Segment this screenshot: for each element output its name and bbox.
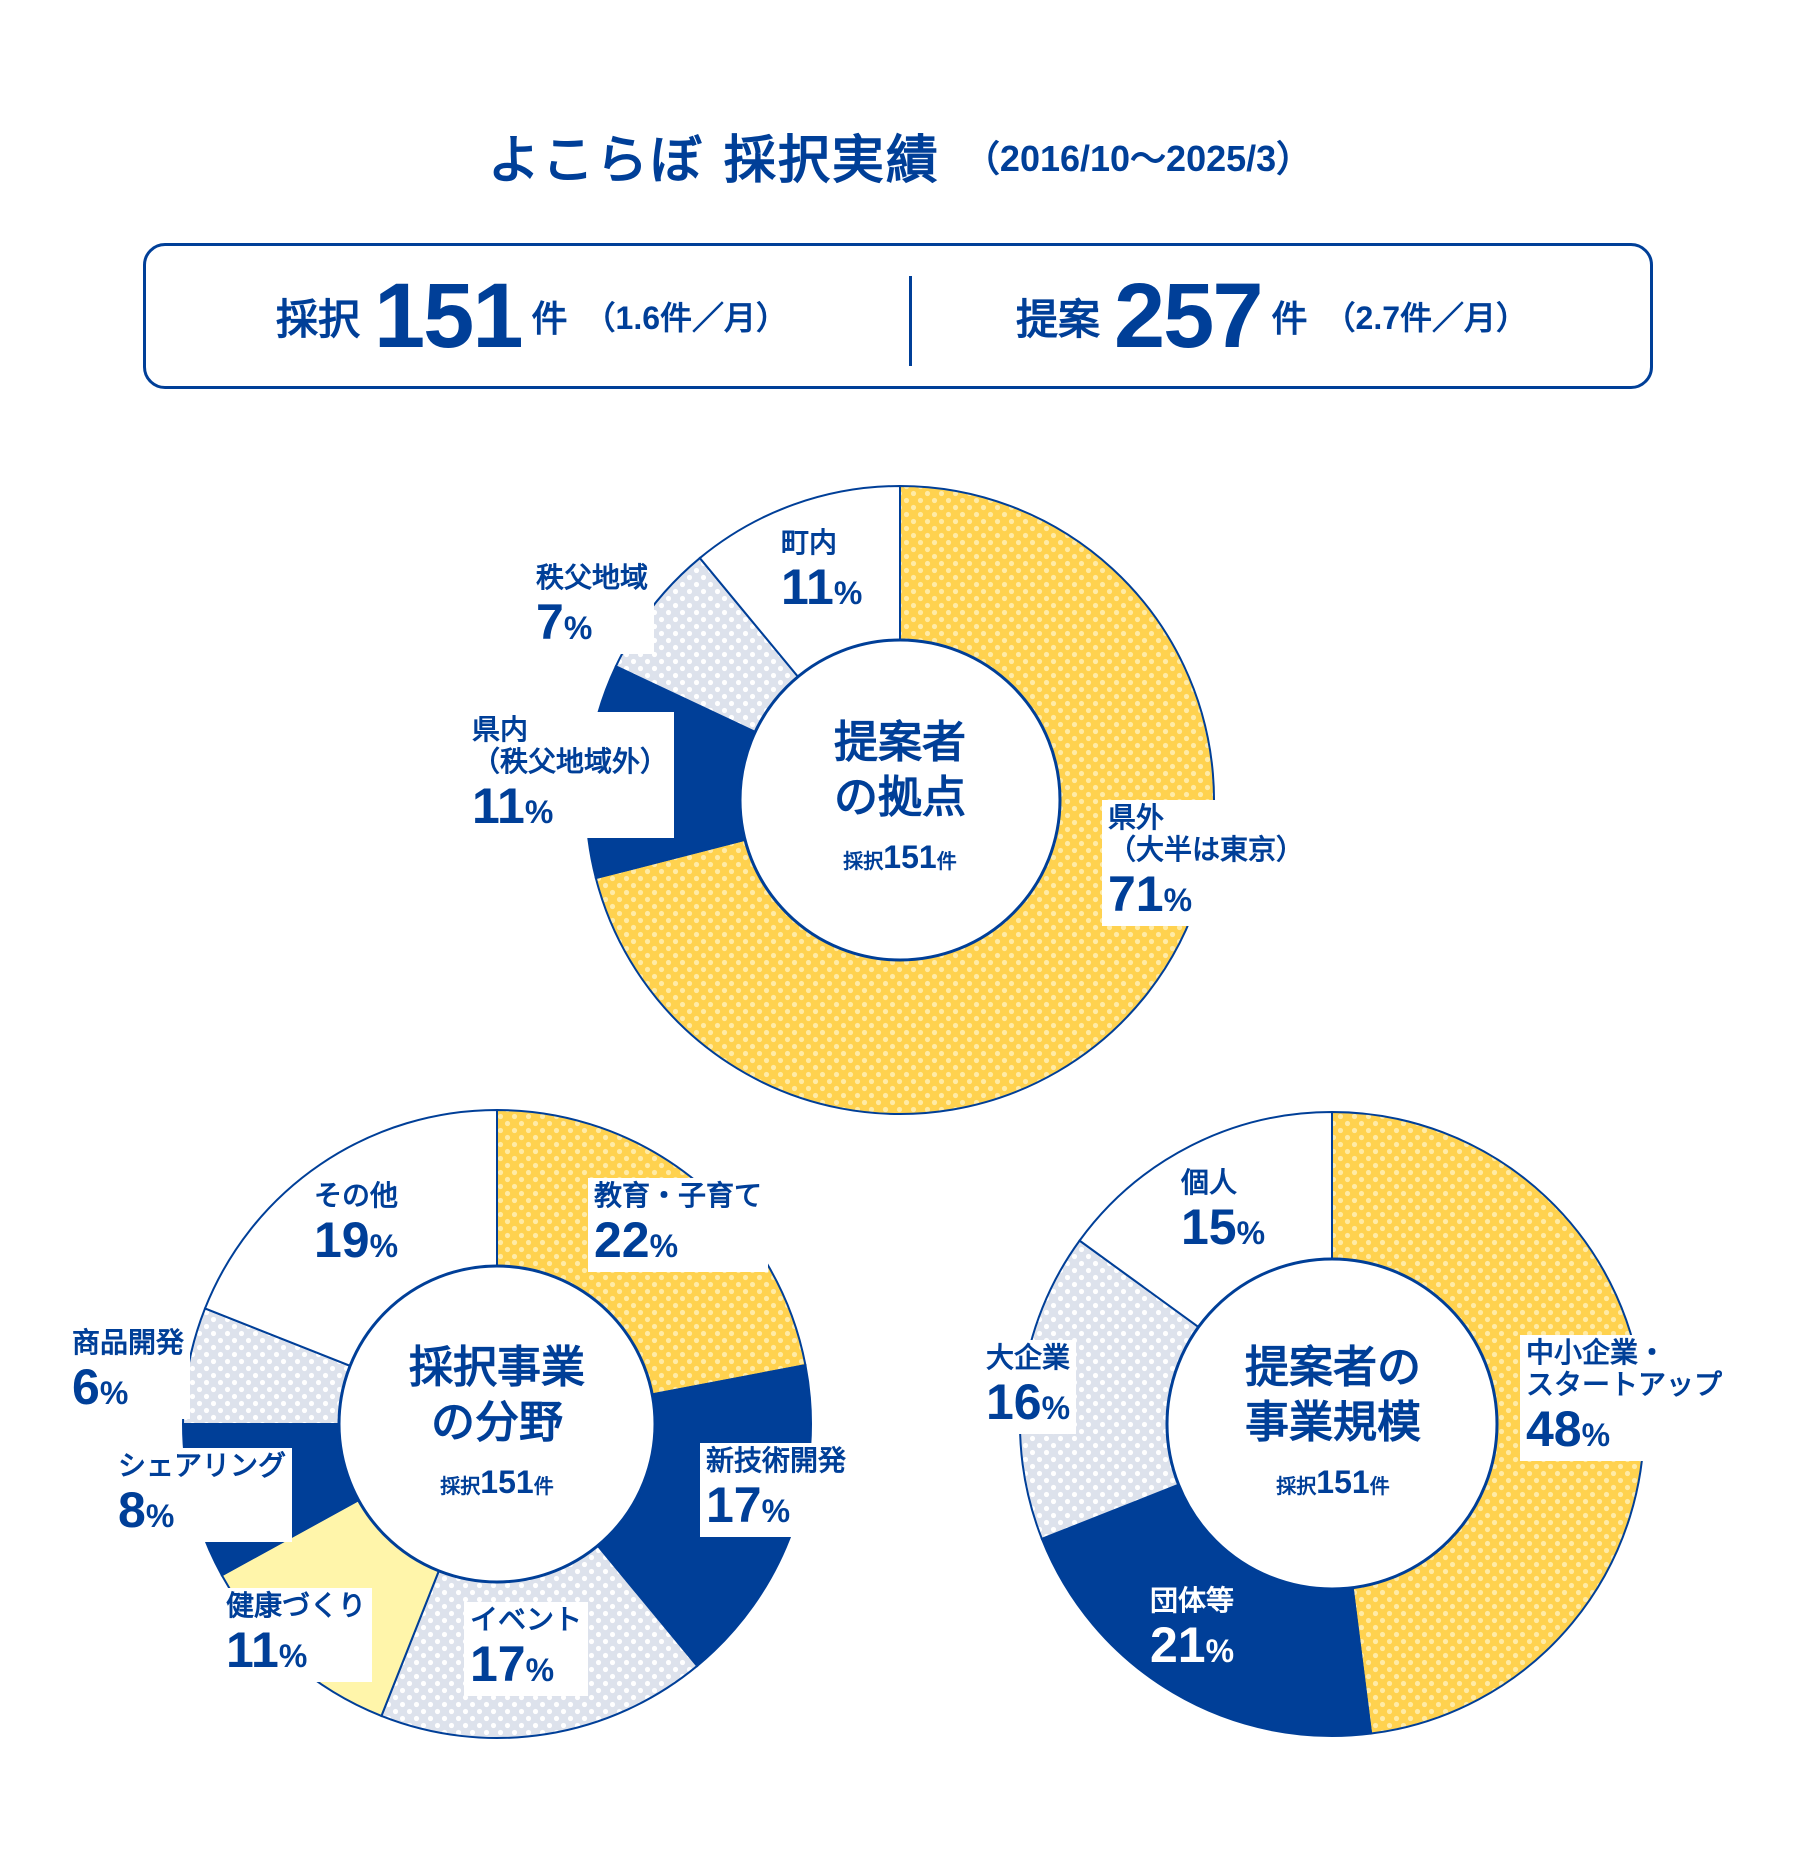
- center-title-line: 採択事業: [409, 1342, 585, 1393]
- adopted-rate: （1.6件／月）: [583, 300, 789, 336]
- donut-hole-scale: [1165, 1257, 1499, 1591]
- center-label-field: 採択事業 の分野 採択151件: [377, 1340, 617, 1501]
- center-subtitle: 採択151件: [440, 1464, 554, 1500]
- center-title-line: 提案者: [834, 717, 966, 768]
- center-subtitle: 採択151件: [843, 839, 957, 875]
- slice-label-product: 商品開発 6%: [66, 1325, 191, 1419]
- slice-label-groups: 団体等 21%: [1150, 1584, 1235, 1674]
- center-subtitle: 採択151件: [1276, 1464, 1390, 1500]
- center-title-line: の拠点: [834, 772, 966, 823]
- slice-label-education: 教育・子育て 22%: [588, 1178, 769, 1272]
- adopted-count: 151: [374, 264, 523, 367]
- center-title-line: 事業規模: [1245, 1397, 1421, 1448]
- proposed-count: 257: [1114, 264, 1263, 367]
- proposed-stat: 提案 257 件 （2.7件／月）: [1016, 246, 1528, 386]
- slice-label-health: 健康づくり 11%: [220, 1588, 373, 1682]
- slice-label-other: その他 19%: [308, 1178, 405, 1272]
- slice-label-event: イベント 17%: [464, 1602, 589, 1696]
- slice-label-chonai: 町内 11%: [775, 525, 869, 619]
- proposed-rate: （2.7件／月）: [1323, 300, 1529, 336]
- slice-label-sharing: シェアリング 8%: [112, 1448, 293, 1542]
- slice-label-large: 大企業 16%: [980, 1340, 1077, 1434]
- title-main: よこらぼ 採択実績: [487, 131, 940, 191]
- center-title-line: の分野: [431, 1397, 563, 1448]
- summary-divider: [909, 276, 912, 366]
- proposed-label: 提案: [1016, 294, 1101, 344]
- donut-hole-field: [337, 1264, 657, 1584]
- adopted-unit: 件: [531, 299, 568, 340]
- page-title: よこらぼ 採択実績 （2016/10～2025/3）: [0, 118, 1800, 193]
- title-period: （2016/10～2025/3）: [963, 137, 1313, 179]
- summary-box: 採択 151 件 （1.6件／月） 提案 257 件 （2.7件／月）: [143, 243, 1653, 389]
- adopted-label: 採択: [276, 294, 361, 344]
- center-label-scale: 提案者の 事業規模 採択151件: [1203, 1340, 1463, 1501]
- slice-label-chichibu: 秩父地域 7%: [530, 560, 655, 654]
- center-label-base: 提案者 の拠点 採択151件: [800, 715, 1000, 876]
- slice-label-kengai: 県外 （大半は東京） 71%: [1102, 800, 1311, 926]
- proposed-unit: 件: [1271, 299, 1308, 340]
- adopted-stat: 採択 151 件 （1.6件／月）: [276, 246, 788, 386]
- slice-label-kennai: 県内 （秩父地域外） 11%: [466, 712, 675, 838]
- slice-label-newtech: 新技術開発 17%: [700, 1443, 853, 1537]
- donut-hole-base: [738, 638, 1062, 962]
- slice-label-individual: 個人 15%: [1175, 1165, 1272, 1259]
- slice-label-sme: 中小企業・ スタートアップ 48%: [1520, 1335, 1729, 1461]
- center-title-line: 提案者の: [1245, 1342, 1421, 1393]
